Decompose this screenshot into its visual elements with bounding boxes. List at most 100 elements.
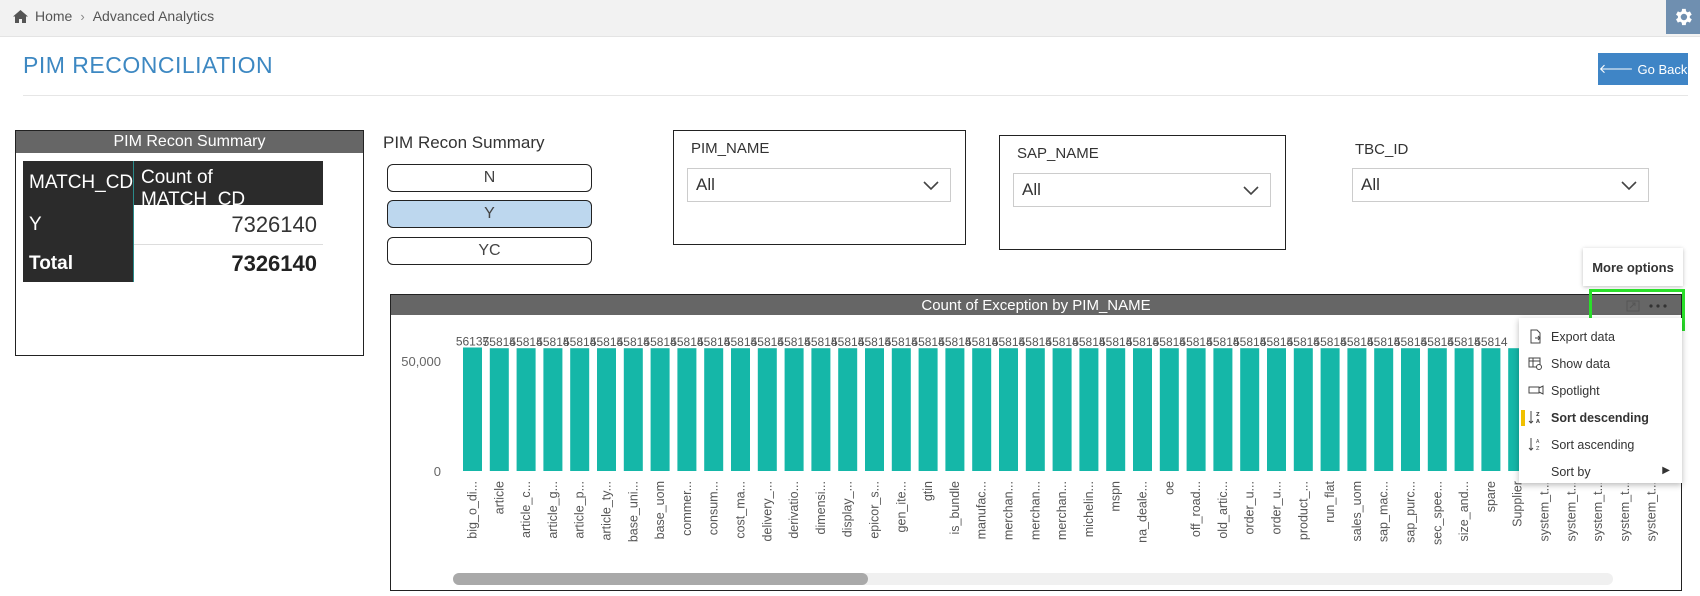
bar[interactable] bbox=[677, 348, 697, 471]
x-tick-label: gen_ite... bbox=[894, 481, 908, 532]
bar[interactable] bbox=[1213, 348, 1233, 471]
go-back-button[interactable]: 🡐 Go Back bbox=[1598, 53, 1688, 85]
bar[interactable] bbox=[1427, 348, 1447, 471]
bar[interactable] bbox=[1320, 348, 1340, 471]
x-tick-label: system_t... bbox=[1591, 481, 1605, 541]
bar[interactable] bbox=[1106, 348, 1126, 471]
bar[interactable] bbox=[1454, 348, 1474, 471]
slicer-title: PIM Recon Summary bbox=[383, 133, 545, 152]
svg-text:Z: Z bbox=[1536, 446, 1540, 452]
bar[interactable] bbox=[972, 348, 992, 471]
data-label: 55814 bbox=[1367, 335, 1401, 349]
bar[interactable] bbox=[1025, 348, 1045, 471]
pim-name-dropdown[interactable]: All bbox=[687, 168, 951, 202]
x-tick-label: old_artic... bbox=[1216, 481, 1230, 539]
data-label: 55814 bbox=[536, 335, 570, 349]
data-label: 55814 bbox=[1045, 335, 1079, 349]
bar[interactable] bbox=[597, 348, 616, 471]
bar[interactable] bbox=[1374, 348, 1394, 471]
scrollbar-thumb[interactable] bbox=[453, 573, 868, 585]
data-label: 55814 bbox=[483, 335, 517, 349]
bar[interactable] bbox=[1159, 348, 1179, 471]
sap-name-dropdown[interactable]: All bbox=[1013, 173, 1271, 207]
focus-mode-icon[interactable] bbox=[1626, 300, 1640, 312]
x-tick-label: sap_purc... bbox=[1404, 481, 1418, 543]
bar[interactable] bbox=[516, 348, 536, 471]
bar[interactable] bbox=[570, 348, 590, 471]
data-label: 55814 bbox=[804, 335, 838, 349]
breadcrumb-home-link[interactable]: Home bbox=[35, 8, 73, 24]
bar[interactable] bbox=[865, 348, 884, 471]
bar[interactable] bbox=[1267, 348, 1286, 471]
bar[interactable] bbox=[945, 348, 965, 471]
sap-name-dropdown-value: All bbox=[1022, 180, 1041, 199]
more-options-icon[interactable] bbox=[1648, 303, 1668, 309]
menu-item-label: Export data bbox=[1551, 329, 1615, 344]
x-tick-label: derivatio... bbox=[787, 481, 801, 539]
breadcrumb-current: Advanced Analytics bbox=[92, 8, 215, 24]
bar[interactable] bbox=[1240, 348, 1260, 471]
x-tick-label: cost_ma... bbox=[734, 481, 748, 539]
data-label: 55814 bbox=[1287, 335, 1321, 349]
pim-name-dropdown-value: All bbox=[696, 175, 715, 194]
bar[interactable] bbox=[650, 348, 670, 471]
gear-icon bbox=[1676, 8, 1692, 26]
bar[interactable] bbox=[757, 348, 777, 471]
chart-title: Count of Exception by PIM_NAME bbox=[391, 295, 1681, 315]
bar[interactable] bbox=[891, 348, 911, 471]
data-label: 55814 bbox=[1313, 335, 1347, 349]
bar[interactable] bbox=[1347, 348, 1367, 471]
x-tick-label: product_... bbox=[1296, 481, 1310, 540]
chevron-down-icon bbox=[1243, 186, 1259, 196]
divider bbox=[23, 95, 1688, 96]
bar[interactable] bbox=[1401, 348, 1420, 471]
menu-item-sort-by[interactable]: Sort by ▶ bbox=[1519, 458, 1682, 485]
menu-item-show-data[interactable]: Show data bbox=[1519, 350, 1682, 377]
bar[interactable] bbox=[811, 348, 831, 471]
bar[interactable] bbox=[543, 348, 563, 471]
bar[interactable] bbox=[1052, 348, 1072, 471]
home-icon[interactable] bbox=[12, 9, 29, 24]
slicer-option-yc[interactable]: YC bbox=[387, 237, 592, 265]
bar[interactable] bbox=[999, 348, 1018, 471]
tbc-id-dropdown[interactable]: All bbox=[1352, 168, 1649, 202]
bar[interactable] bbox=[731, 348, 750, 471]
bar[interactable] bbox=[1186, 348, 1206, 471]
bar[interactable] bbox=[1079, 348, 1099, 471]
selected-marker bbox=[1521, 410, 1525, 426]
bar[interactable] bbox=[838, 348, 858, 471]
data-label: 55814 bbox=[1179, 335, 1213, 349]
bar[interactable] bbox=[463, 347, 482, 471]
bar[interactable] bbox=[918, 348, 938, 471]
bar[interactable] bbox=[704, 348, 724, 471]
arrow-left-icon: 🡐 bbox=[1598, 61, 1634, 76]
export-icon bbox=[1530, 329, 1541, 344]
column-header-count[interactable]: Count of MATCH_CD bbox=[134, 161, 323, 222]
bar[interactable] bbox=[784, 348, 804, 471]
svg-text:Z: Z bbox=[1536, 412, 1540, 418]
menu-item-label: Sort ascending bbox=[1551, 437, 1635, 452]
total-label: Total bbox=[23, 245, 134, 282]
bar[interactable] bbox=[1481, 348, 1501, 471]
bar[interactable] bbox=[1133, 348, 1152, 471]
x-tick-label: article_g... bbox=[546, 481, 560, 539]
pim-name-filter-label: PIM_NAME bbox=[691, 140, 770, 157]
column-header-count-label: Count of MATCH_CD bbox=[141, 167, 246, 210]
settings-button[interactable] bbox=[1666, 0, 1700, 34]
slicer-option-n[interactable]: N bbox=[387, 164, 592, 192]
slicer-option-y[interactable]: Y bbox=[387, 200, 592, 228]
bar[interactable] bbox=[1293, 348, 1313, 471]
menu-item-export-data[interactable]: Export data bbox=[1519, 323, 1682, 350]
x-tick-label: sap_mac... bbox=[1377, 481, 1391, 542]
chevron-down-icon bbox=[923, 181, 939, 191]
bar[interactable] bbox=[489, 348, 509, 471]
column-header-match-cd[interactable]: MATCH_CD bbox=[23, 161, 134, 205]
x-tick-label: order_u... bbox=[1243, 481, 1257, 535]
bar[interactable] bbox=[623, 348, 643, 471]
x-tick-label: merchan... bbox=[1028, 481, 1042, 540]
data-label: 55814 bbox=[590, 335, 624, 349]
menu-item-spotlight[interactable]: Spotlight bbox=[1519, 377, 1682, 404]
